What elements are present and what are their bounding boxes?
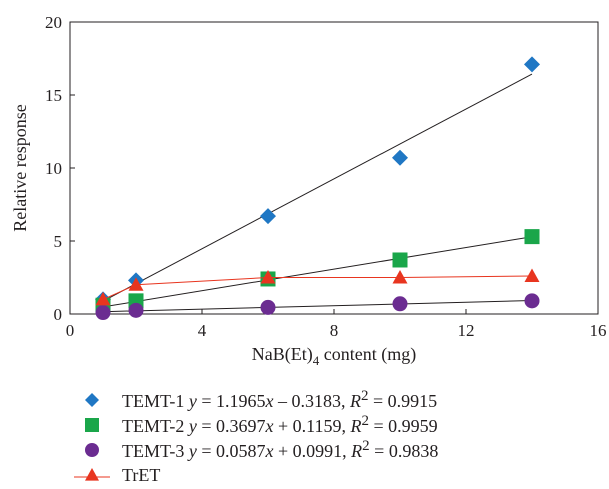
eq-lhs: y bbox=[188, 441, 197, 461]
legend-label-temt3: TEMT-3 y = 0.0587x + 0.0991, R2 = 0.9838 bbox=[122, 438, 439, 461]
y-tick-label: 20 bbox=[45, 13, 62, 32]
x-axis-label-rest: content (mg) bbox=[319, 344, 416, 365]
eq-intercept: + 0.0991 bbox=[278, 441, 343, 461]
legend-item-temt1: TEMT-1 y = 1.1965x – 0.3183, R2 = 0.9915 bbox=[72, 388, 437, 412]
data-point bbox=[524, 268, 540, 283]
series-temt-1 bbox=[95, 56, 540, 308]
legend-marker-triangle-line-icon bbox=[74, 468, 110, 481]
data-point bbox=[95, 291, 111, 306]
legend-series-name: TEMT-2 bbox=[122, 416, 185, 436]
data-point bbox=[392, 296, 408, 312]
y-axis-label: Relative response bbox=[10, 104, 30, 231]
eq-r2-label: R bbox=[351, 441, 363, 461]
x-tick-label: 16 bbox=[590, 321, 607, 340]
data-point bbox=[260, 270, 276, 284]
eq-r2-label: R bbox=[350, 416, 362, 436]
x-tick-label: 12 bbox=[458, 321, 475, 340]
legend-item-tret: TrET bbox=[72, 463, 160, 487]
trendline bbox=[102, 73, 533, 302]
trendline bbox=[102, 236, 533, 308]
data-point bbox=[392, 149, 408, 166]
legend-marker-diamond-icon bbox=[85, 393, 99, 407]
data-point bbox=[128, 302, 144, 318]
eq-lhs: y bbox=[188, 391, 197, 411]
legend-symbol bbox=[85, 418, 99, 432]
data-point bbox=[260, 299, 276, 315]
y-tick-label: 10 bbox=[45, 159, 62, 178]
legend-label-temt2: TEMT-2 y = 0.3697x + 0.1159, R2 = 0.9959 bbox=[122, 413, 438, 436]
data-point bbox=[128, 277, 144, 291]
data-point bbox=[524, 56, 540, 73]
series-temt-3 bbox=[95, 293, 540, 321]
eq-r2-value: 0.9915 bbox=[387, 391, 438, 411]
data-point bbox=[392, 270, 408, 284]
eq-r2-value: 0.9959 bbox=[388, 416, 438, 436]
legend-series-name: TEMT-1 bbox=[122, 391, 185, 411]
eq-r2-value: 0.9838 bbox=[388, 441, 439, 461]
eq-var: x bbox=[265, 391, 274, 411]
x-axis-label: NaB(Et)4 content (mg) bbox=[252, 344, 416, 368]
eq-r2-sup: 2 bbox=[361, 413, 369, 429]
data-point bbox=[524, 293, 540, 309]
plot-area bbox=[95, 56, 540, 321]
eq-slope: 0.0587 bbox=[216, 441, 266, 461]
legend-item-temt2: TEMT-2 y = 0.3697x + 0.1159, R2 = 0.9959 bbox=[72, 413, 438, 437]
legend-series-name: TEMT-3 bbox=[122, 441, 185, 461]
data-point bbox=[392, 252, 408, 268]
eq-r2-sup: 2 bbox=[361, 388, 369, 404]
x-tick-label: 8 bbox=[330, 321, 339, 340]
trendline bbox=[102, 300, 533, 313]
data-point bbox=[95, 305, 111, 321]
legend-item-temt3: TEMT-3 y = 0.0587x + 0.0991, R2 = 0.9838 bbox=[72, 438, 438, 462]
eq-var: x bbox=[265, 441, 274, 461]
x-tick-label: 4 bbox=[198, 321, 207, 340]
legend-symbol bbox=[85, 443, 99, 457]
y-tick-label: 15 bbox=[45, 86, 62, 105]
eq-intercept: + 0.1159 bbox=[278, 416, 342, 436]
legend-series-name: TrET bbox=[122, 464, 161, 485]
eq-slope: 1.1965 bbox=[216, 391, 266, 411]
legend-symbol bbox=[85, 468, 99, 481]
data-point bbox=[524, 229, 540, 245]
y-tick-label: 0 bbox=[54, 305, 63, 324]
eq-intercept: – 0.3183 bbox=[278, 391, 341, 411]
eq-r2-sup: 2 bbox=[362, 438, 370, 454]
y-tick-label: 5 bbox=[54, 232, 63, 251]
eq-r2-label: R bbox=[350, 391, 361, 411]
x-axis-label-sub: 4 bbox=[313, 353, 320, 368]
x-axis-label-main: NaB(Et) bbox=[252, 344, 313, 365]
series-tret bbox=[95, 268, 540, 306]
eq-slope: 0.3697 bbox=[216, 416, 266, 436]
axes: 0 4 8 12 16 0 5 10 15 20 bbox=[45, 13, 607, 340]
legend-marker-square-icon bbox=[85, 418, 99, 432]
legend-symbol bbox=[85, 393, 99, 407]
eq-lhs: y bbox=[188, 416, 197, 436]
data-point bbox=[260, 208, 276, 225]
series-temt-2 bbox=[95, 229, 540, 313]
legend-marker-circle-icon bbox=[85, 443, 99, 457]
legend-label-temt1: TEMT-1 y = 1.1965x – 0.3183, R2 = 0.9915 bbox=[122, 388, 438, 411]
x-tick-label: 0 bbox=[66, 321, 75, 340]
eq-var: x bbox=[265, 416, 274, 436]
legend-label-tret: TrET bbox=[122, 465, 160, 486]
plot-frame bbox=[69, 21, 599, 315]
